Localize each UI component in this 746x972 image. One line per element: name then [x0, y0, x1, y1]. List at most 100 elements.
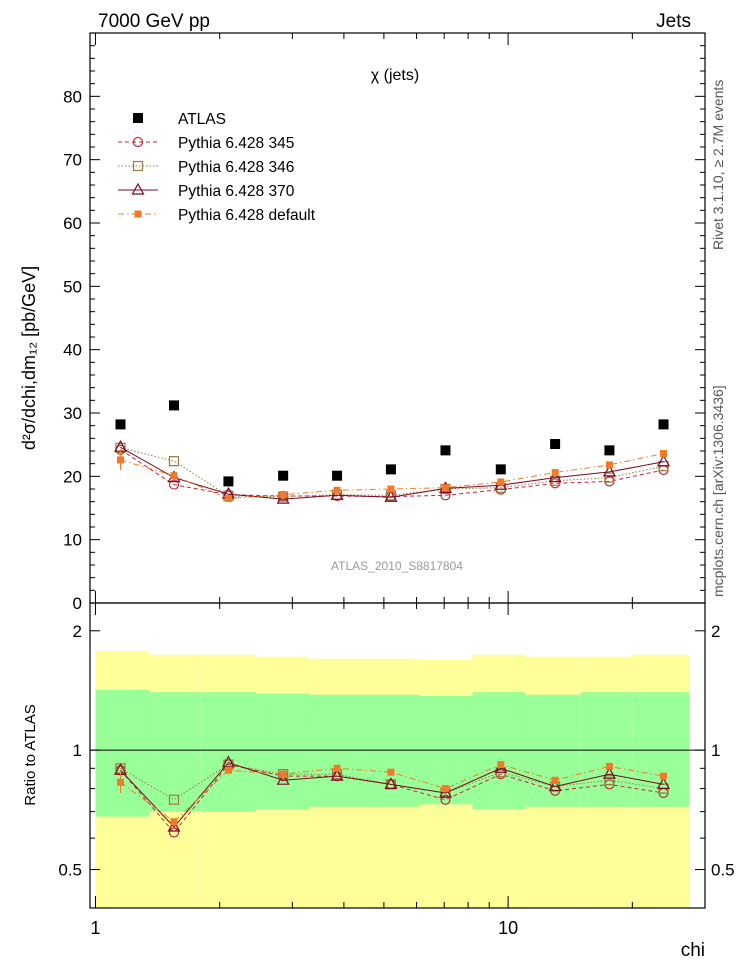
pythia-default-point	[497, 478, 505, 486]
main-y-tick-label: 10	[63, 531, 82, 550]
inner-band-segment	[200, 692, 257, 812]
ratio-pythia-default-point	[660, 772, 668, 780]
atlas-point	[223, 476, 234, 487]
atlas-point	[115, 419, 126, 430]
ratio-pythia-370-point	[548, 779, 562, 792]
rivet-version-label: Rivet 3.1.10, ≥ 2.7M events	[710, 80, 726, 250]
atlas-point	[385, 464, 396, 475]
ratio-pythia-default-point	[170, 818, 178, 826]
inner-band-segment	[632, 692, 690, 807]
ratio-pythia-370-point	[330, 768, 344, 781]
pythia-346-line	[120, 447, 664, 498]
inner-band-segment	[309, 694, 366, 807]
atlas-point	[332, 470, 343, 481]
atlas-point	[440, 445, 451, 456]
ratio-pythia-346-point	[604, 775, 615, 786]
atlas-point	[169, 400, 180, 411]
ratio-y-tick-label: 2	[73, 622, 82, 641]
plot-title: χ (jets)	[371, 67, 419, 84]
ratio-pythia-370-point	[221, 755, 235, 768]
analysis-id-label: ATLAS_2010_S8817804	[331, 559, 463, 573]
atlas-point	[604, 445, 615, 456]
main-y-tick-label: 40	[63, 341, 82, 360]
atlas-point	[658, 419, 669, 430]
ratio-pythia-345-point	[168, 827, 180, 838]
ratio-pythia-370-point	[656, 777, 671, 789]
pythia-370-point	[602, 464, 616, 477]
legend-marker	[133, 113, 143, 123]
ratio-plot-frame	[89, 602, 706, 909]
ratio-pythia-370-point	[602, 766, 616, 779]
atlas-point	[550, 439, 561, 450]
inner-band-segment	[472, 692, 526, 810]
x-tick-label: 10	[498, 918, 518, 938]
ratio-pythia-345-point	[440, 794, 451, 805]
ratio-pythia-default-point	[387, 768, 395, 776]
pythia-346-point	[604, 472, 615, 483]
ratio-y-axis-label: Ratio to ATLAS	[22, 704, 39, 805]
pythia-370-point	[330, 488, 344, 500]
pythia-default-point	[333, 486, 341, 494]
pythia-default-point	[170, 472, 178, 480]
main-y-tick-label: 70	[63, 151, 82, 170]
ratio-y-tick-label: 0.5	[58, 861, 82, 880]
pythia-370-point	[384, 489, 398, 502]
pythia-default-point	[387, 485, 395, 493]
mcplots-label: mcplots.cern.ch [arXiv:1306.3436]	[710, 385, 726, 597]
atlas-point	[495, 464, 506, 475]
pythia-default-point	[551, 469, 559, 477]
legend-label: Pythia 6.428 345	[178, 135, 294, 152]
ratio-y-tick-label-right: 0.5	[711, 861, 735, 880]
legend: ATLAS Pythia 6.428 345 Pythia 6.428 346 Pyt…	[118, 111, 316, 224]
pythia-346-point	[168, 456, 180, 467]
inner-band-segment	[256, 693, 310, 810]
x-tick-label: 1	[90, 918, 100, 938]
pythia-370-point	[548, 470, 562, 483]
inner-band-segment	[95, 689, 150, 817]
inner-band-segment	[365, 694, 420, 807]
ratio-pythia-370-point	[167, 819, 181, 832]
ratio-uncertainty-bands	[90, 650, 705, 908]
ratio-pythia-346-point	[168, 794, 180, 805]
ratio-pythia-default-point	[441, 785, 449, 793]
ratio-pythia-default-point	[333, 764, 341, 772]
pythia-370-point	[656, 454, 671, 467]
pythia-default-point	[224, 495, 232, 502]
x-axis-label: chi	[681, 940, 705, 961]
pythia-default-point	[605, 461, 613, 469]
main-y-tick-label: 30	[63, 404, 82, 423]
ratio-pythia-default-point	[279, 770, 287, 778]
header-right-label: Jets	[656, 11, 691, 32]
ratio-pythia-345-line	[120, 763, 664, 834]
legend-marker	[132, 136, 144, 148]
ratio-pythia-370-point	[384, 777, 398, 789]
header-left-label: 7000 GeV pp	[98, 11, 210, 32]
legend-marker	[131, 182, 145, 195]
legend-label: Pythia 6.428 346	[178, 159, 294, 176]
pythia-default-point	[660, 450, 668, 458]
inner-band-segment	[149, 692, 201, 812]
ratio-pythia-default-point	[224, 766, 232, 774]
pythia-default-point	[441, 484, 449, 492]
ratio-pythia-default-point	[605, 762, 613, 770]
legend-label: Pythia 6.428 370	[178, 183, 295, 200]
main-y-axis-label: d²σ/dchi,dm₁₂ [pb/GeV]	[19, 266, 39, 450]
ratio-pythia-default-point	[551, 776, 559, 784]
pythia-default-point	[279, 491, 287, 499]
ratio-pythia-370-point	[276, 772, 290, 785]
legend-marker	[134, 210, 142, 218]
main-y-tick-label: 80	[63, 87, 82, 106]
pythia-default-line	[120, 453, 664, 500]
main-y-tick-label: 20	[63, 467, 82, 486]
ratio-y-tick-label: 1	[73, 741, 82, 760]
inner-band-segment	[580, 692, 633, 807]
main-y-tick-label: 50	[63, 277, 82, 296]
inner-band-segment	[525, 694, 581, 807]
main-y-tick-label: 0	[73, 594, 82, 613]
pythia-345-point	[168, 479, 180, 490]
legend-marker	[132, 160, 144, 172]
ratio-pythia-370-line	[120, 762, 664, 828]
main-y-tick-label: 60	[63, 214, 82, 233]
ratio-y-tick-label-right: 1	[711, 741, 720, 760]
